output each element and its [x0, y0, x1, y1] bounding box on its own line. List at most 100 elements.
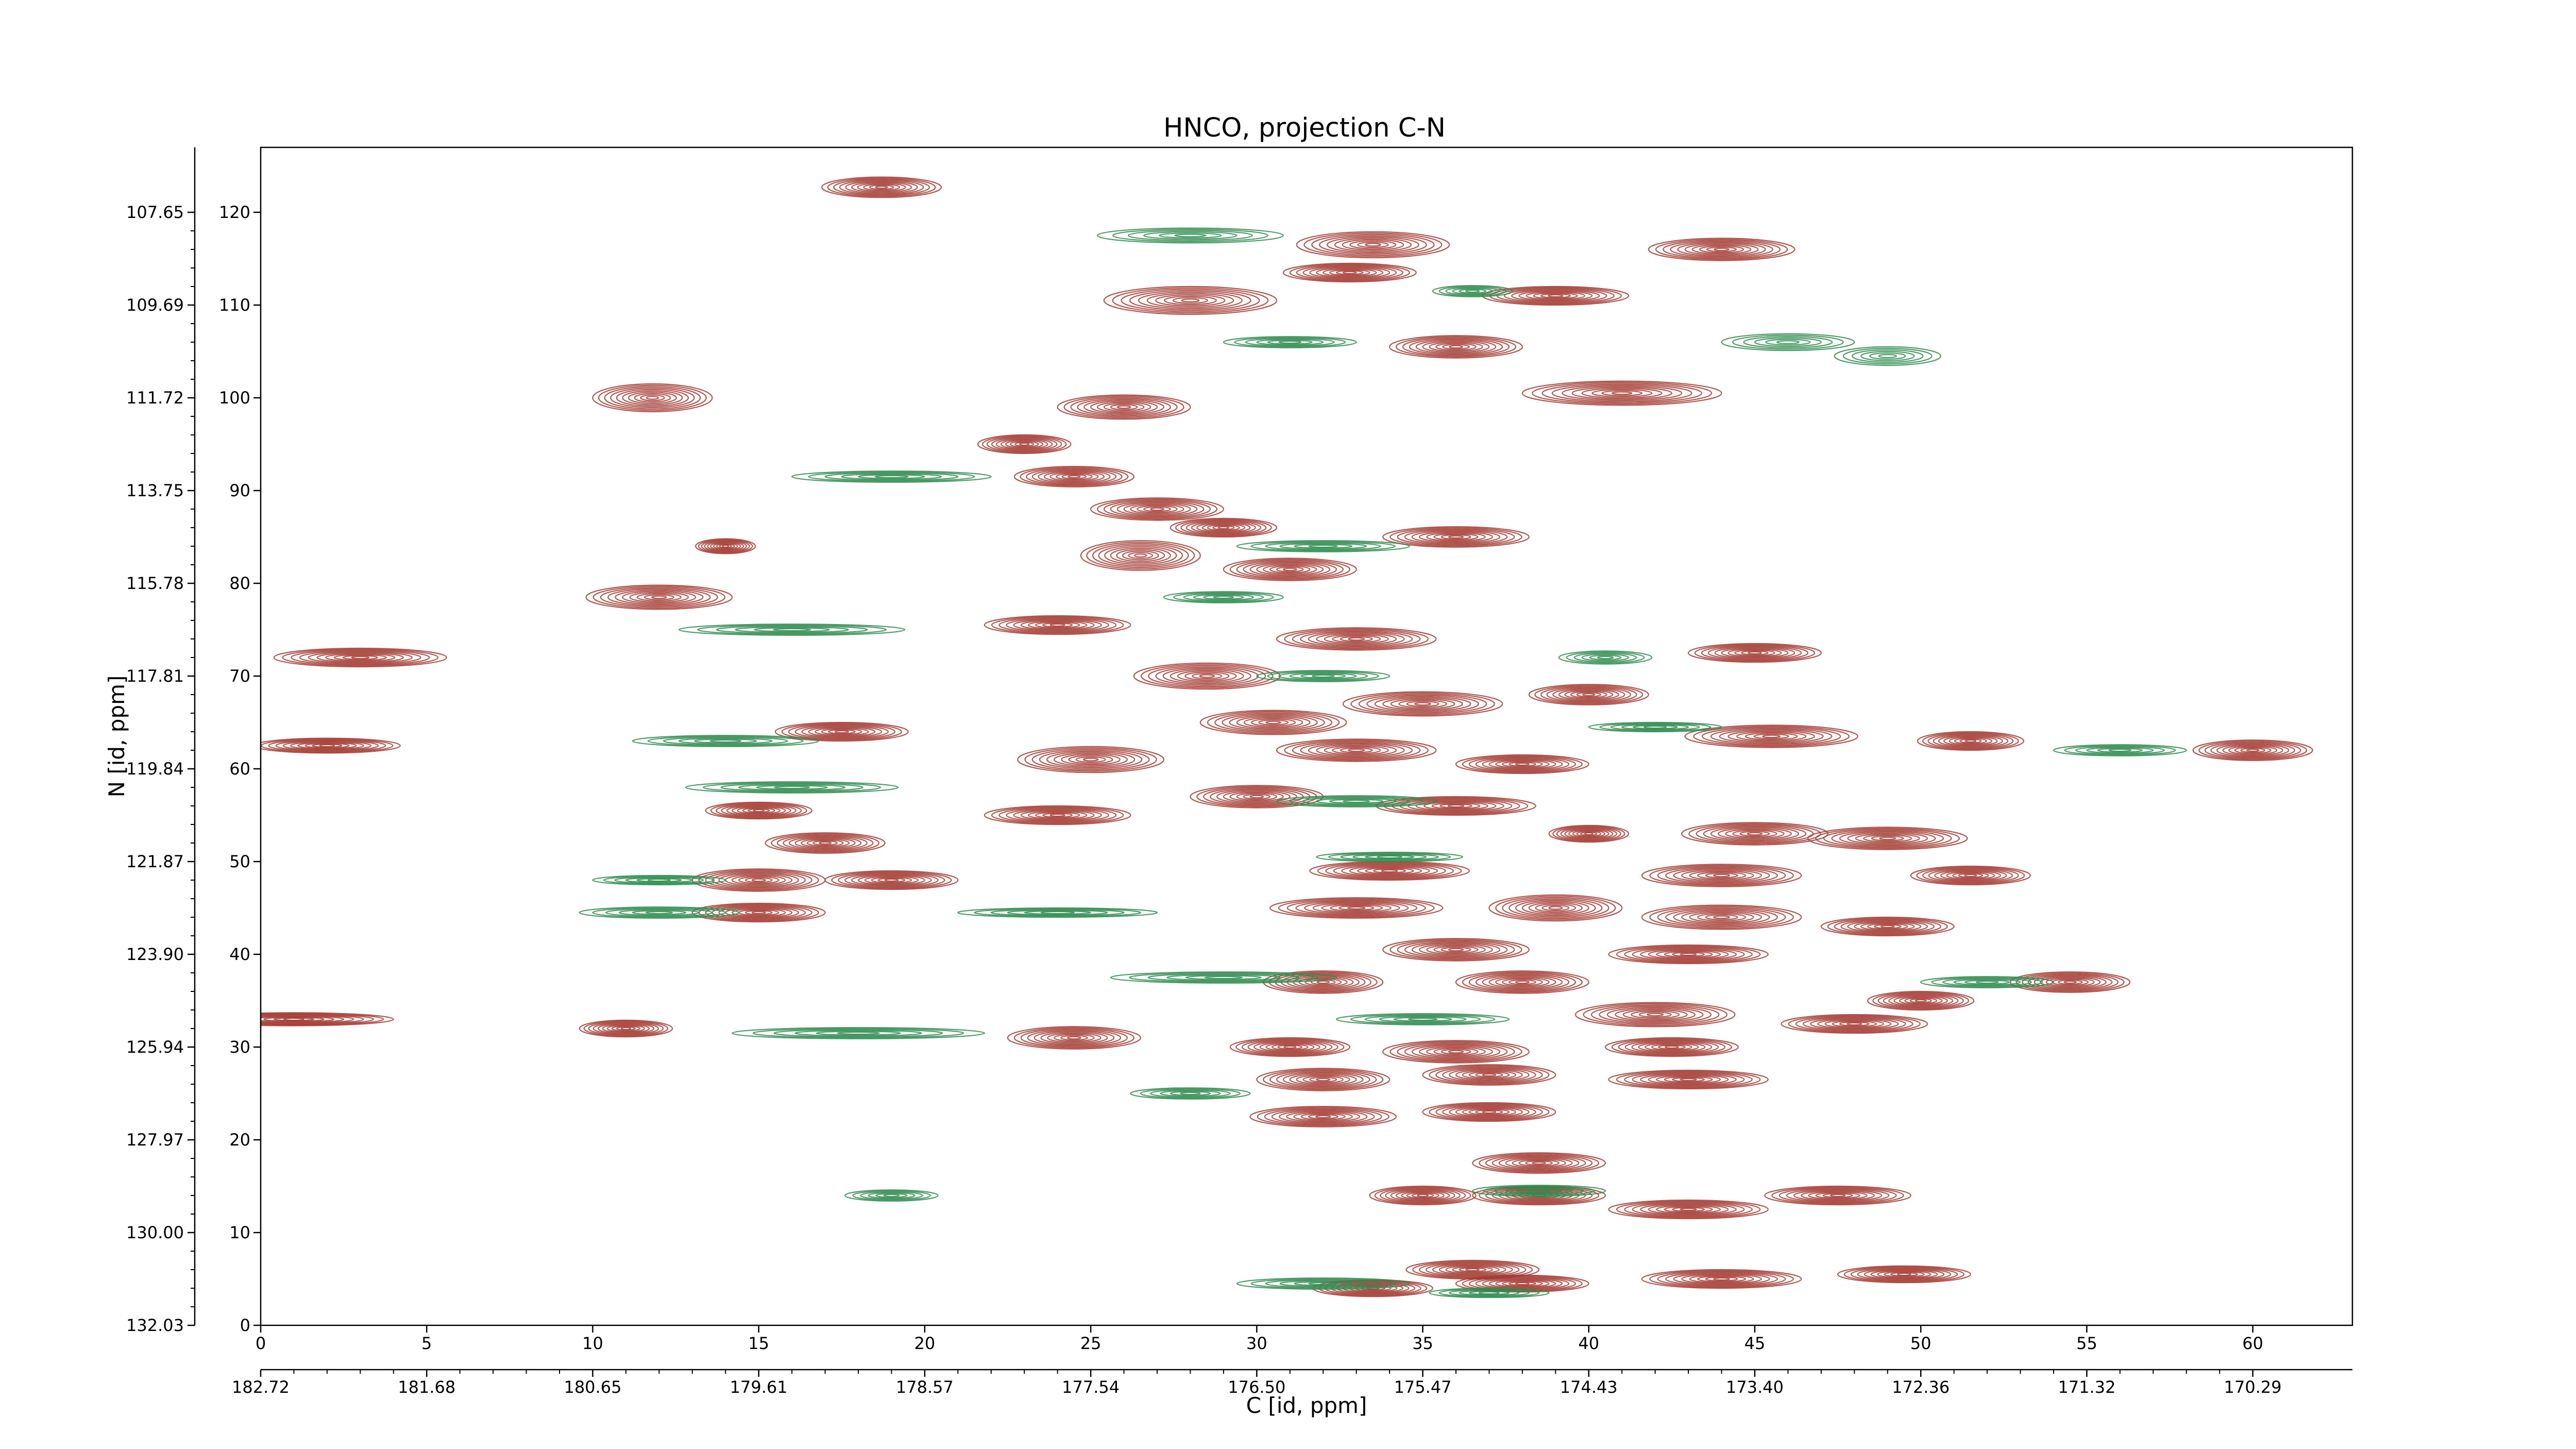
contour-level-s0-p4-l6 — [1155, 294, 1226, 307]
contour-level-s0-p81-l7 — [1884, 1271, 1925, 1278]
contour-level-s0-p56-l4 — [1482, 974, 1563, 990]
contour-level-s1-p16-l1 — [1328, 852, 1451, 862]
contour-level-s1-p13-l0 — [2053, 744, 2187, 756]
contour-level-s0-p63-l7 — [1832, 1020, 1877, 1027]
contour-level-s0-p53-l2 — [1397, 940, 1515, 959]
contour-level-s0-p13-l8 — [1212, 525, 1235, 530]
contour-level-s0-p46-l0 — [1641, 864, 1802, 887]
contour-level-s0-p66-l5 — [1638, 1041, 1706, 1053]
y-index-tick-label: 30 — [229, 1037, 250, 1057]
x-index-tick-label: 15 — [748, 1334, 769, 1353]
contour-level-s0-p45-l6 — [1357, 866, 1422, 875]
contour-level-s0-p64-l0 — [1229, 1037, 1350, 1057]
contour-level-s0-p17-l8 — [643, 594, 674, 600]
contour-level-s0-p14-l7 — [1122, 550, 1159, 561]
contour-level-s0-p9-l8 — [1110, 404, 1138, 410]
y-ppm-tick-label: 130.00 — [126, 1223, 184, 1242]
contour-level-s0-p22-l5 — [1721, 647, 1789, 659]
y-index-tick-label: 70 — [229, 666, 250, 686]
contour-level-s1-p15-l2 — [1302, 797, 1410, 806]
contour-level-s0-p3-l9 — [1714, 247, 1730, 251]
contour-level-s1-p12-l5 — [1643, 725, 1667, 729]
contour-level-s0-p53-l3 — [1404, 941, 1508, 958]
contour-level-s0-p28-l9 — [1762, 734, 1781, 738]
contour-level-s0-p29-l3 — [1933, 734, 2009, 748]
contour-level-s0-p25-l1 — [1534, 685, 1643, 704]
contour-level-s0-p22-l8 — [1741, 650, 1769, 655]
contour-level-s0-p37-l7 — [1236, 793, 1278, 801]
contour-level-s0-p44-l3 — [844, 873, 939, 887]
contour-level-s0-p2-l8 — [1335, 270, 1364, 275]
contour-level-s0-p17-l3 — [607, 588, 711, 606]
contour-level-s0-p45-l2 — [1325, 863, 1454, 879]
contour-level-s0-p70-l8 — [1308, 1114, 1338, 1120]
contour-level-s0-p23-l0 — [1133, 662, 1281, 690]
contour-level-s0-p71-l4 — [1448, 1106, 1530, 1118]
x-ppm-tick-label: 181.68 — [398, 1377, 455, 1397]
contour-level-s0-p5-l3 — [1504, 289, 1607, 303]
contour-level-s0-p32-l3 — [1039, 750, 1143, 769]
contour-level-s0-p69-l4 — [1640, 1073, 1737, 1086]
contour-level-s0-p17-l6 — [629, 592, 689, 603]
contour-level-s0-p15-l9 — [1448, 535, 1464, 539]
contour-level-s0-p23-l2 — [1148, 665, 1266, 687]
contour-level-s0-p20-l5 — [1316, 633, 1397, 645]
contour-level-s1-p11-l0 — [632, 735, 819, 747]
contour-level-s1-p4-l4 — [1459, 289, 1487, 294]
contour-level-s0-p2-l9 — [1342, 271, 1357, 275]
contour-level-s0-p18-l4 — [1249, 562, 1331, 577]
contour-level-s1-p0-l0 — [1096, 227, 1284, 244]
contour-level-s1-p23-l3 — [1379, 1016, 1467, 1023]
contour-level-s0-p14-l2 — [1092, 543, 1189, 568]
contour-level-s0-p38-l7 — [1431, 802, 1481, 810]
contour-level-s0-p13-l5 — [1196, 522, 1251, 533]
contour-level-s0-p28-l1 — [1693, 726, 1850, 747]
contour-level-s0-p68-l0 — [1422, 1064, 1556, 1086]
contour-level-s1-p2-l3 — [1860, 350, 1915, 362]
contour-level-s0-p71-l7 — [1468, 1108, 1510, 1116]
contour-level-s0-p36-l5 — [1020, 810, 1095, 821]
x-axis-label: C [id, ppm] — [1246, 1393, 1367, 1418]
contour-level-s0-p32-l5 — [1054, 752, 1128, 767]
contour-level-s0-p12-l3 — [1110, 500, 1205, 518]
contour-level-s0-p21-l8 — [342, 655, 378, 660]
contour-level-s0-p69-l1 — [1616, 1070, 1761, 1089]
contour-level-s1-p5-l0 — [791, 470, 992, 483]
contour-level-s0-p33-l0 — [1276, 738, 1437, 762]
contour-level-s1-p23-l4 — [1393, 1017, 1452, 1022]
contour-level-s0-p69-l3 — [1632, 1072, 1745, 1087]
contour-level-s0-p19-l3 — [1006, 618, 1109, 632]
contour-level-s0-p27-l8 — [1258, 719, 1289, 726]
contour-level-s0-p10-l2 — [986, 436, 1062, 452]
contour-level-s0-p4-l5 — [1146, 293, 1234, 308]
contour-level-s0-p11-l0 — [1013, 466, 1134, 487]
contour-level-s0-p57-l7 — [1904, 997, 1938, 1004]
contour-level-s0-p29-l9 — [1964, 739, 1977, 743]
contour-level-s0-p63-l5 — [1817, 1018, 1892, 1030]
contour-level-s0-p45-l4 — [1341, 865, 1438, 877]
contour-level-s0-p23-l8 — [1192, 672, 1223, 680]
contour-level-s1-p12-l1 — [1599, 722, 1711, 732]
contour-level-s0-p10-l6 — [1005, 440, 1044, 449]
contour-level-s0-p26-l4 — [801, 726, 883, 738]
contour-level-s1-p2-l1 — [1842, 347, 1933, 365]
contour-level-s0-p15-l8 — [1440, 534, 1471, 540]
contour-level-s0-p66-l6 — [1645, 1042, 1699, 1052]
contour-level-s0-p47-l9 — [1964, 873, 1977, 878]
contour-level-s0-p45-l9 — [1381, 869, 1398, 873]
contour-level-s1-p15-l3 — [1316, 798, 1397, 805]
contour-level-s0-p53-l5 — [1419, 943, 1494, 956]
contour-level-s0-p47-l6 — [1946, 871, 1995, 880]
contour-level-s0-p1-l8 — [1357, 241, 1389, 248]
contour-level-s0-p43-l4 — [718, 872, 800, 888]
contour-level-s0-p3-l8 — [1706, 246, 1737, 252]
contour-level-s0-p12-l9 — [1150, 507, 1165, 511]
contour-level-s0-p78-l4 — [1432, 1263, 1513, 1276]
contour-level-s0-p76-l5 — [1801, 1190, 1875, 1201]
contour-level-s0-p61-l2 — [1020, 1028, 1128, 1048]
contour-level-s0-p51-l1 — [1649, 905, 1794, 929]
contour-level-s0-p1-l2 — [1311, 233, 1435, 256]
contour-level-s1-p0-l2 — [1127, 230, 1253, 241]
contour-level-s1-p12-l0 — [1588, 721, 1722, 733]
contour-level-s1-p7-l1 — [697, 624, 887, 635]
